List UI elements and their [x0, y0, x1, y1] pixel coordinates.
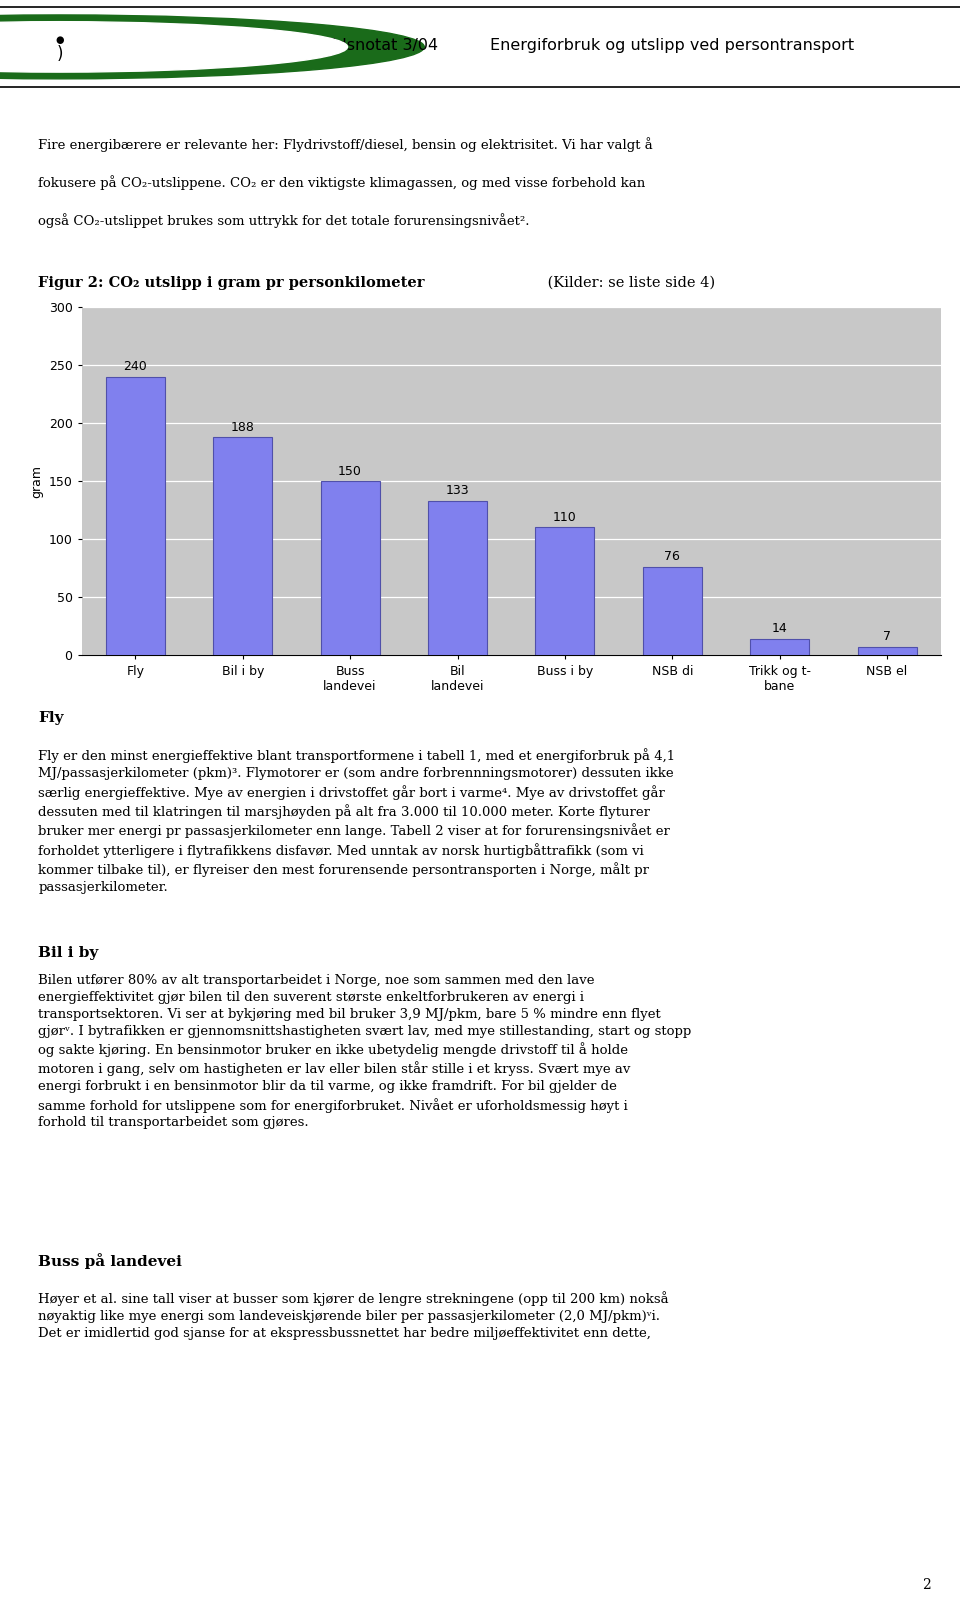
Text: Bil i by: Bil i by: [38, 946, 99, 960]
Bar: [857, 647, 917, 655]
Text: 2: 2: [923, 1578, 931, 1591]
Bar: [750, 639, 809, 655]
Text: FIVH arbeidsnotat 3/04: FIVH arbeidsnotat 3/04: [253, 37, 438, 53]
Text: 76: 76: [664, 550, 681, 563]
Text: Fire energibærere er relevante her: Flydrivstoff/diesel, bensin og elektrisitet.: Fire energibærere er relevante her: Flyd…: [38, 137, 653, 152]
Text: 150: 150: [338, 464, 362, 477]
Text: Fly: Fly: [38, 711, 64, 726]
Text: 110: 110: [553, 511, 577, 524]
Bar: [643, 568, 702, 655]
Text: 7: 7: [883, 631, 891, 644]
Bar: [106, 377, 165, 655]
Text: ): ): [57, 45, 62, 63]
Text: 14: 14: [772, 623, 787, 635]
Text: fokusere på CO₂-utslippene. CO₂ er den viktigste klimagassen, og med visse forbe: fokusere på CO₂-utslippene. CO₂ er den v…: [38, 175, 646, 189]
Text: Bilen utfører 80% av alt transportarbeidet i Norge, noe som sammen med den lave
: Bilen utfører 80% av alt transportarbeid…: [38, 973, 691, 1129]
Text: 188: 188: [230, 420, 254, 433]
Text: (Kilder: se liste side 4): (Kilder: se liste side 4): [542, 277, 715, 289]
Text: Høyer et al. sine tall viser at busser som kjører de lengre strekningene (opp ti: Høyer et al. sine tall viser at busser s…: [38, 1292, 669, 1340]
Bar: [213, 437, 273, 655]
Bar: [428, 501, 487, 655]
Circle shape: [0, 15, 424, 79]
Text: Buss på landevei: Buss på landevei: [38, 1253, 182, 1269]
Text: også CO₂-utslippet brukes som uttrykk for det totale forurensingsnivået².: også CO₂-utslippet brukes som uttrykk fo…: [38, 212, 530, 228]
Bar: [536, 527, 594, 655]
Text: ●: ●: [56, 36, 63, 45]
Text: 240: 240: [124, 361, 147, 374]
Text: 133: 133: [445, 483, 469, 498]
Text: Fly er den minst energieffektive blant transportformene i tabell 1, med et energ: Fly er den minst energieffektive blant t…: [38, 749, 676, 894]
Bar: [321, 482, 379, 655]
Y-axis label: gram: gram: [30, 464, 43, 498]
Text: Figur 2: CO₂ utslipp i gram pr personkilometer: Figur 2: CO₂ utslipp i gram pr personkil…: [38, 277, 425, 289]
Circle shape: [0, 21, 348, 73]
Text: Energiforbruk og utslipp ved persontransport: Energiforbruk og utslipp ved persontrans…: [490, 37, 854, 53]
